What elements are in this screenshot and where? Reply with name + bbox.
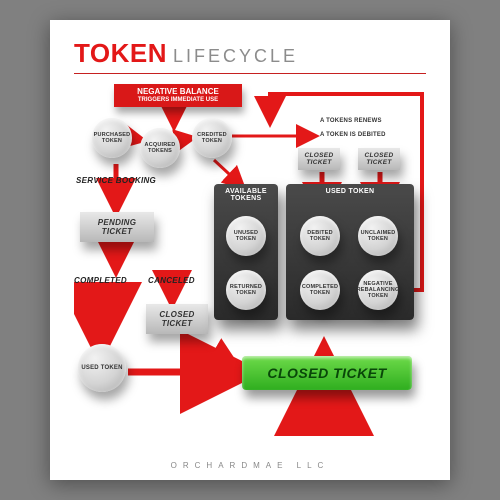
slab-used-title: USED TOKEN: [286, 188, 414, 195]
node-unused-token: UNUSED TOKEN: [226, 216, 266, 256]
diagram-canvas: NEGATIVE BALANCE TRIGGERS IMMEDIATE USE …: [74, 76, 426, 436]
plaque-pending-ticket: PENDING TICKET: [80, 212, 154, 242]
node-acquired-tokens: ACQUIRED TOKENS: [140, 128, 180, 168]
label-canceled: CANCELED: [148, 276, 195, 285]
node-completed-token: COMPLETED TOKEN: [300, 270, 340, 310]
poster: TOKEN LIFECYCLE: [50, 20, 450, 480]
label-service-booking: SERVICE BOOKING: [76, 176, 156, 185]
node-purchased-token: PURCHASED TOKEN: [92, 118, 132, 158]
header: TOKEN LIFECYCLE: [50, 20, 450, 80]
node-negative-rebalancing-token: NEGATIVE REBALANCING TOKEN: [358, 270, 398, 310]
note-debited: A TOKEN IS DEBITED: [320, 132, 386, 138]
plaque-closed-ticket-tr2: CLOSED TICKET: [358, 148, 400, 170]
title-light: LIFECYCLE: [173, 46, 298, 67]
node-returned-token: RETURNED TOKEN: [226, 270, 266, 310]
plaque-closed-ticket-tr1: CLOSED TICKET: [298, 148, 340, 170]
negative-balance-banner: NEGATIVE BALANCE TRIGGERS IMMEDIATE USE: [114, 84, 242, 107]
node-unclaimed-token: UNCLAIMED TOKEN: [358, 216, 398, 256]
label-completed: COMPLETED: [74, 276, 127, 285]
node-used-token-left: USED TOKEN: [78, 344, 126, 392]
title-rule: [74, 73, 426, 74]
node-debited-token: DEBITED TOKEN: [300, 216, 340, 256]
note-renews: A TOKENS RENEWS: [320, 118, 382, 124]
footer-brand: ORCHARDMAE LLC: [50, 461, 450, 470]
plaque-closed-ticket-mid: CLOSED TICKET: [146, 304, 208, 334]
title-bold: TOKEN: [74, 38, 167, 69]
slab-available-title: AVAILABLE TOKENS: [214, 188, 278, 202]
node-credited-token: CREDITED TOKEN: [192, 118, 232, 158]
banner-line2: TRIGGERS IMMEDIATE USE: [122, 97, 234, 104]
banner-line1: NEGATIVE BALANCE: [137, 87, 219, 96]
green-closed-ticket: CLOSED TICKET: [242, 356, 412, 390]
